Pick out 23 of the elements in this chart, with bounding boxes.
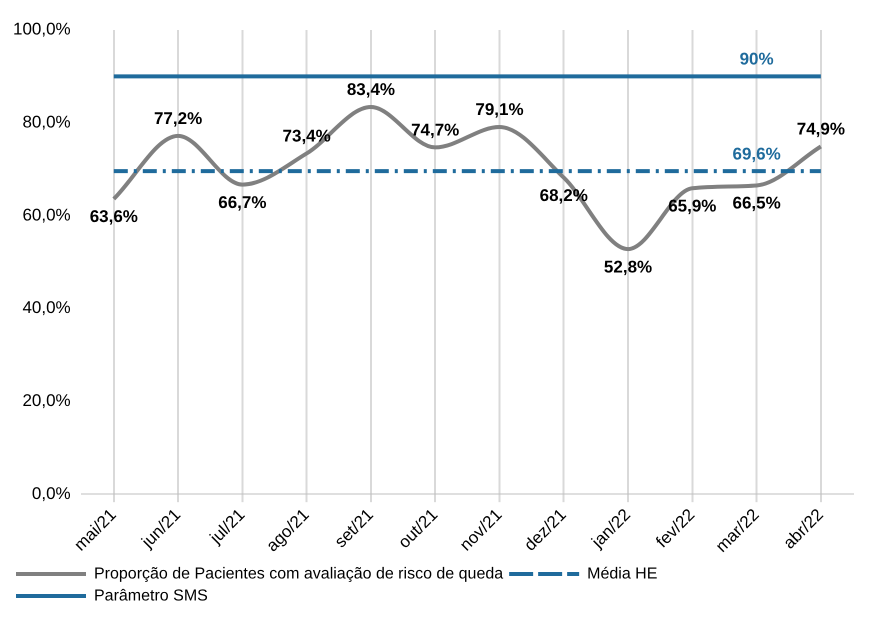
y-tick-label: 0,0% [32,484,71,503]
y-tick-label: 60,0% [22,205,71,224]
legend-label: Proporção de Pacientes com avaliação de risco de queda [94,565,504,582]
data-label: 68,2% [540,186,588,205]
data-label: 63,6% [90,207,138,226]
data-label: 74,9% [796,120,845,139]
data-label: 65,9% [668,196,716,216]
data-label: 79,1% [475,100,524,120]
y-tick-label: 100,0% [12,20,71,39]
data-label: 69,6% [732,144,781,164]
y-tick-label: 80,0% [22,112,71,132]
data-label: 74,7% [411,120,460,140]
data-label: 66,7% [218,192,266,212]
data-label: 52,8% [604,257,652,276]
y-tick-label: 40,0% [22,298,71,318]
legend-label: Média HE [587,565,658,582]
data-label: 83,4% [346,80,396,100]
data-label: 66,5% [732,194,781,213]
y-tick-label: 20,0% [22,391,71,410]
data-label: 90% [740,50,774,69]
data-label: 77,2% [154,109,202,128]
data-label: 73,4% [282,126,331,146]
legend-label: Parâmetro SMS [94,587,208,604]
